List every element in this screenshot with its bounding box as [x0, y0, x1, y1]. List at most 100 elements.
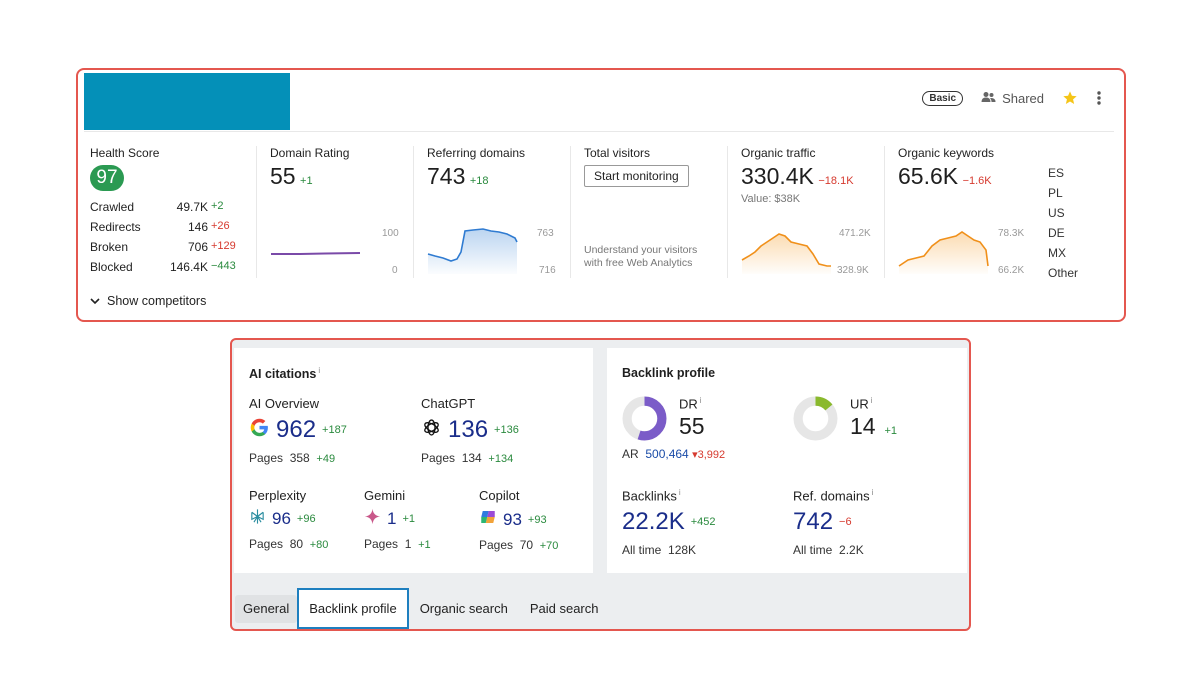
backlinks-delta: +452 [690, 516, 716, 529]
show-competitors-toggle[interactable]: Show competitors [90, 294, 206, 308]
row-label: Redirects [90, 220, 141, 234]
pages-label: Pages [479, 538, 514, 552]
perplexity-block[interactable]: Perplexity 96 +96 Pages 80 +80 [249, 488, 328, 551]
shared-button[interactable]: Shared [981, 91, 1044, 106]
dr-donut-chart [622, 396, 667, 441]
info-icon[interactable]: i [318, 366, 321, 375]
ar-value: 500,464 [645, 447, 689, 461]
ur-donut-chart [793, 396, 838, 441]
backlinks-label-text: Backlinks [622, 488, 677, 504]
perplexity-label: Perplexity [249, 488, 307, 503]
ai-citations-panel: AI citations i AI Overview 962 +187 Pages… [234, 348, 593, 573]
row-label: Broken [90, 240, 129, 254]
ref-domains-block[interactable]: Ref. domains i 742 −6 All time 2.2K [793, 488, 873, 557]
ref-domains-label-text: Ref. domains [793, 488, 870, 504]
health-score-metric[interactable]: Health Score 97 Crawled 49.7K +2 Redirec… [90, 146, 255, 278]
referring-domains-delta: +18 [469, 175, 489, 187]
total-visitors-label: Total visitors [584, 146, 651, 160]
organic-keywords-delta: −1.6K [962, 175, 992, 187]
row-value: 706 [187, 240, 208, 254]
chatgpt-delta: +136 [494, 424, 519, 436]
all-time-value: 128K [668, 543, 697, 558]
organic-traffic-value-usd: Value: $38K [741, 193, 801, 205]
organic-keywords-metric[interactable]: Organic keywords 65.6K −1.6K 78.3K 66.2K [898, 146, 1038, 278]
pages-value: 1 [404, 537, 412, 551]
domain-rating-sparkline [271, 252, 361, 255]
chatgpt-icon [421, 417, 442, 443]
chatgpt-block[interactable]: ChatGPT 136 +136 Pages 134 +134 [421, 396, 519, 465]
ur-delta: +1 [884, 425, 898, 438]
chatgpt-value: 136 [448, 416, 489, 443]
organic-keywords-sparkline [898, 231, 989, 274]
axis-top-label: 100 [382, 228, 399, 239]
tab-backlink-profile[interactable]: Backlink profile [297, 588, 409, 629]
perplexity-delta: +96 [296, 513, 316, 525]
show-competitors-label: Show competitors [107, 294, 207, 308]
health-row-crawled: Crawled 49.7K +2 [90, 200, 245, 214]
gemini-icon [364, 508, 381, 530]
row-delta: +26 [211, 220, 230, 232]
tab-general[interactable]: General [235, 594, 298, 623]
country-item: US [1048, 206, 1065, 220]
info-icon[interactable]: i [699, 396, 702, 405]
pages-delta: +1 [418, 539, 431, 551]
ai-overview-label: AI Overview [249, 396, 320, 411]
health-score-label: Health Score [90, 146, 160, 160]
all-time-label: All time [622, 543, 662, 558]
backlinks-block[interactable]: Backlinks i 22.2K +452 All time 128K [622, 488, 716, 557]
web-analytics-help-text: Understand your visitors with free Web A… [584, 244, 719, 270]
gemini-block[interactable]: Gemini 1 +1 Pages 1 +1 [364, 488, 431, 551]
divider [570, 146, 571, 278]
divider [256, 146, 257, 278]
divider [884, 146, 885, 278]
health-row-blocked: Blocked 146.4K −443 [90, 260, 245, 274]
url-rating-block[interactable]: UR i 14 +1 [793, 396, 897, 441]
ai-overview-block[interactable]: AI Overview 962 +187 Pages 358 +49 [249, 396, 347, 465]
copilot-value: 93 [503, 509, 522, 529]
users-icon [981, 91, 996, 106]
all-time-label: All time [793, 543, 833, 558]
divider [727, 146, 728, 278]
country-list: ES PL US DE MX Other [1048, 166, 1078, 286]
copilot-block[interactable]: Copilot 93 +93 Pages 70 +70 [479, 488, 558, 552]
info-icon[interactable]: i [870, 396, 873, 405]
dr-value: 55 [679, 413, 705, 440]
plan-badge: Basic [922, 90, 964, 106]
country-item: PL [1048, 186, 1063, 200]
help-line: Understand your visitors [584, 244, 698, 256]
organic-keywords-label: Organic keywords [898, 146, 995, 160]
gemini-delta: +1 [402, 513, 416, 525]
pages-value: 80 [289, 537, 304, 551]
axis-bottom-label: 0 [392, 265, 398, 276]
tab-paid-search[interactable]: Paid search [529, 600, 599, 616]
domain-rating-delta: +1 [300, 175, 313, 187]
info-icon[interactable]: i [678, 488, 681, 497]
panel-title-text: AI citations [249, 367, 317, 382]
pages-label: Pages [364, 537, 399, 551]
ar-delta-value: 3,992 [697, 449, 726, 461]
all-time-value: 2.2K [839, 543, 864, 558]
header-divider [84, 131, 1114, 132]
organic-traffic-metric[interactable]: Organic traffic 330.4K −18.1K Value: $38… [741, 146, 881, 278]
dr-donut-arc [622, 396, 667, 441]
domain-rating-block[interactable]: DR i 55 AR 500,464 ▾3,992 [622, 396, 725, 461]
row-delta: −443 [211, 260, 236, 272]
start-monitoring-button[interactable]: Start monitoring [584, 165, 689, 187]
gemini-label: Gemini [364, 488, 406, 503]
pages-delta: +80 [309, 539, 329, 551]
project-logo-block[interactable] [84, 73, 290, 130]
pages-label: Pages [421, 451, 456, 465]
axis-bottom-label: 66.2K [998, 265, 1025, 276]
ur-label-text: UR [850, 396, 869, 412]
more-options-icon[interactable] [1096, 90, 1102, 106]
country-item: ES [1048, 166, 1065, 180]
google-icon [249, 417, 270, 443]
star-icon[interactable] [1062, 90, 1078, 106]
referring-domains-metric[interactable]: Referring domains 743 +18 763 716 [427, 146, 567, 278]
ur-value: 14 [850, 413, 876, 440]
info-icon[interactable]: i [871, 488, 874, 497]
row-delta: +129 [211, 240, 236, 252]
tab-organic-search[interactable]: Organic search [419, 600, 508, 616]
country-item: Other [1048, 266, 1079, 280]
domain-rating-metric[interactable]: Domain Rating 55 +1 100 0 [270, 146, 410, 278]
